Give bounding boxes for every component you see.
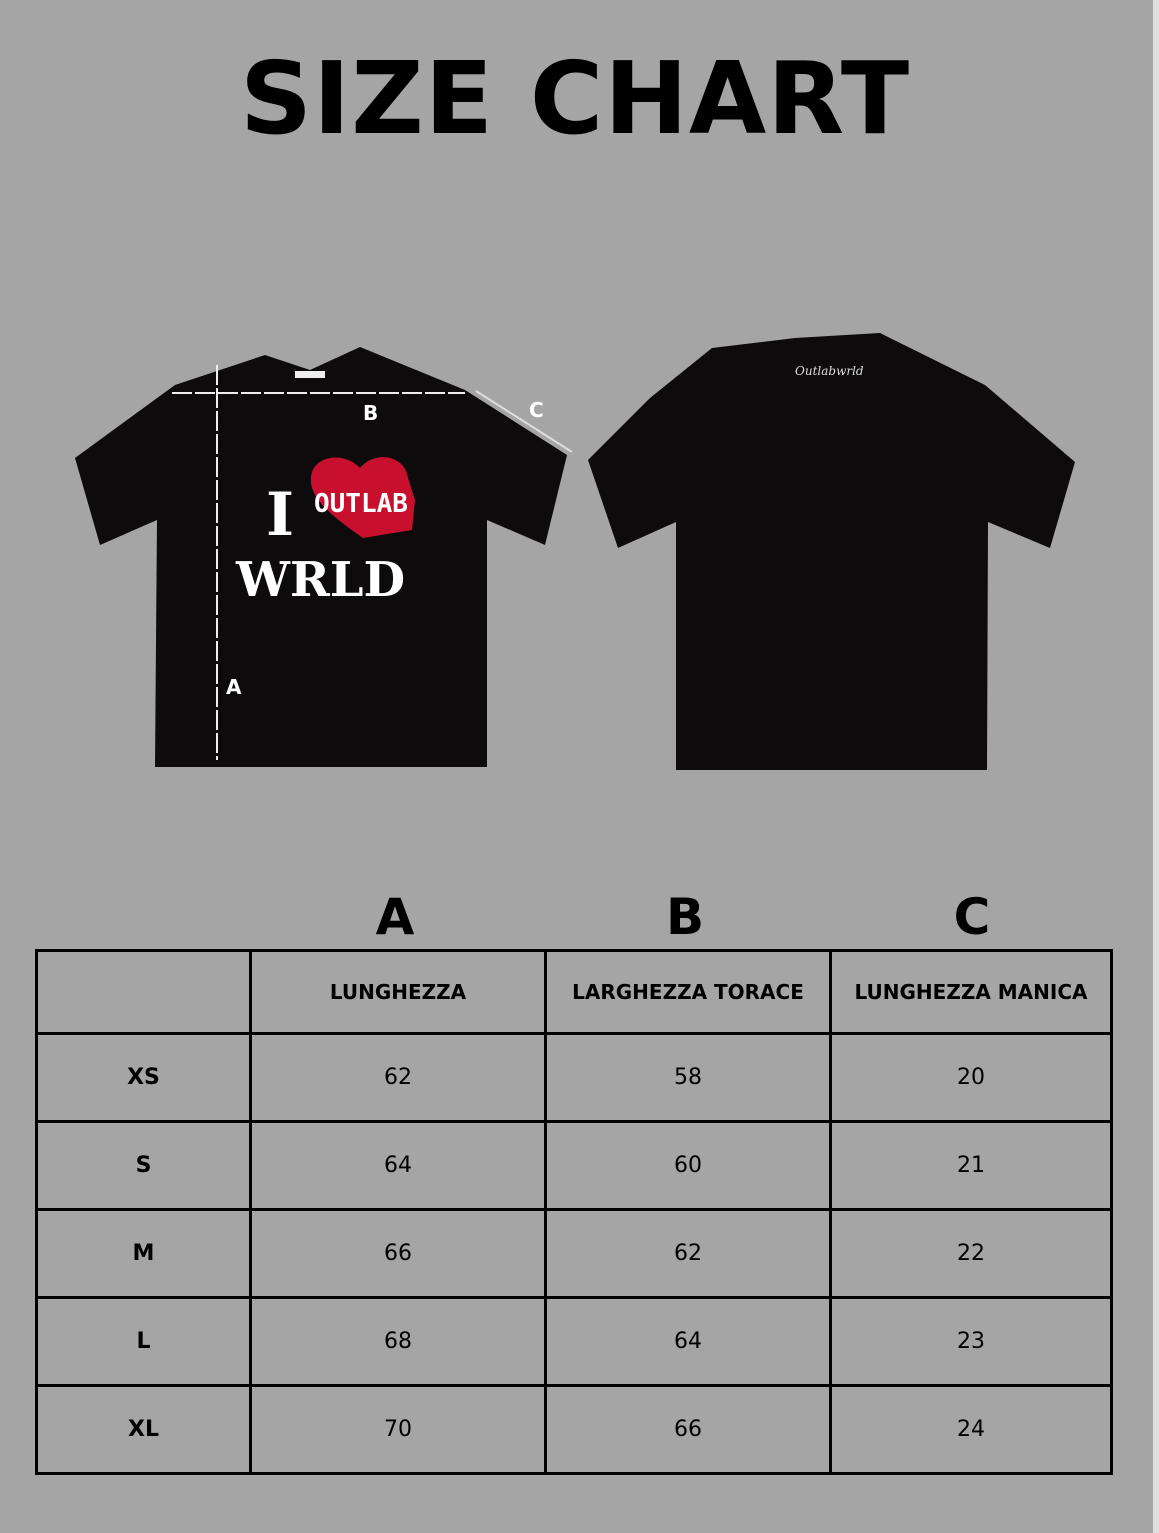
label-c: C <box>529 398 544 422</box>
header-cell: LARGHEZZA TORACE <box>544 949 832 1035</box>
label-a: A <box>226 675 242 699</box>
table-row: XS 62 58 20 <box>35 1032 1113 1123</box>
header-cell <box>35 949 252 1035</box>
header-cell: LUNGHEZZA MANICA <box>829 949 1113 1035</box>
value-cell: 24 <box>829 1384 1113 1475</box>
value-cell: 23 <box>829 1296 1113 1387</box>
value-cell: 62 <box>249 1032 547 1123</box>
size-cell: XS <box>35 1032 252 1123</box>
value-cell: 70 <box>249 1384 547 1475</box>
table-row: L 68 64 23 <box>35 1296 1113 1387</box>
column-letter-a: A <box>375 888 415 946</box>
size-cell: L <box>35 1296 252 1387</box>
size-table: LUNGHEZZA LARGHEZZA TORACE LUNGHEZZA MAN… <box>35 949 1113 1475</box>
print-wrld: WRLD <box>235 552 405 608</box>
value-cell: 58 <box>544 1032 832 1123</box>
value-cell: 64 <box>544 1296 832 1387</box>
measure-line-c <box>475 390 573 453</box>
value-cell: 22 <box>829 1208 1113 1299</box>
value-cell: 60 <box>544 1120 832 1211</box>
heart-text: OUTLAB <box>314 489 408 519</box>
label-b: B <box>363 401 378 425</box>
table-header-row: LUNGHEZZA LARGHEZZA TORACE LUNGHEZZA MAN… <box>35 949 1113 1035</box>
value-cell: 21 <box>829 1120 1113 1211</box>
table-row: S 64 60 21 <box>35 1120 1113 1211</box>
heart-icon <box>310 457 415 538</box>
value-cell: 64 <box>249 1120 547 1211</box>
value-cell: 68 <box>249 1296 547 1387</box>
size-cell: M <box>35 1208 252 1299</box>
size-cell: S <box>35 1120 252 1211</box>
value-cell: 66 <box>544 1384 832 1475</box>
shirt-illustrations: B C A I OUTLAB WRLD Outlabwrld <box>75 333 1075 770</box>
table-row: XL 70 66 24 <box>35 1384 1113 1475</box>
header-cell: LUNGHEZZA <box>249 949 547 1035</box>
size-cell: XL <box>35 1384 252 1475</box>
front-shirt: B C A I OUTLAB WRLD <box>75 347 573 767</box>
column-letter-c: C <box>953 888 991 946</box>
column-letter-b: B <box>665 888 705 946</box>
value-cell: 66 <box>249 1208 547 1299</box>
value-cell: 20 <box>829 1032 1113 1123</box>
page-title: SIZE CHART <box>239 40 911 157</box>
page-edge <box>1153 0 1159 1533</box>
print-i: I <box>266 480 294 550</box>
value-cell: 62 <box>544 1208 832 1299</box>
back-signature: Outlabwrld <box>795 364 864 378</box>
back-shirt: Outlabwrld <box>588 333 1075 770</box>
table-row: M 66 62 22 <box>35 1208 1113 1299</box>
